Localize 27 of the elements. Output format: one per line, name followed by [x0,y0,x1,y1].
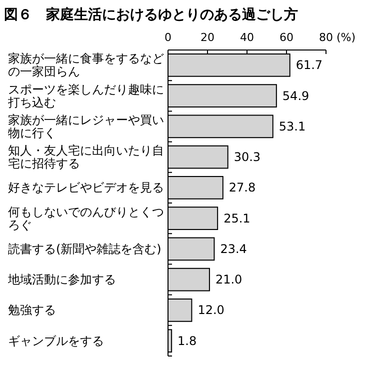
y-tick-label: 地域活動に参加する [7,272,116,287]
y-tick-label: 家族が一緒にレジャーや買い物に行く [8,112,164,140]
x-tick-label: 40 [240,31,254,44]
x-tick-label: 20 [200,31,214,44]
x-tick-label: 60 [280,31,294,44]
y-tick-label: スポーツを楽しんだり趣味に打ち込む [7,82,164,110]
data-label: 23.4 [220,242,247,256]
y-tick-label: 何もしないでのんびりとくつろぐ [8,204,164,232]
data-label: 27.8 [228,180,256,195]
y-tick-label: 知人・友人宅に出向いたり自宅に招待する [8,144,164,171]
data-label: 30.3 [234,150,261,164]
data-label: 21.0 [215,272,242,287]
x-tick-label: 0 [164,31,172,44]
x-tick-label: 80 [319,31,333,44]
data-label: 61.7 [296,58,323,72]
y-tick-label: 家族が一緒に食事をするなどの一家団らん [8,52,164,79]
data-label: 53.1 [278,119,306,134]
y-tick-label: 勉強する [8,303,56,318]
y-tick-label: 好きなテレビやビデオを見る [8,180,164,195]
x-axis-title: (%) [336,31,356,44]
data-label: 25.1 [224,211,250,226]
data-label: 1.8 [178,334,197,348]
y-tick-label: ギャンブルをする [8,334,104,348]
data-label: 54.9 [282,88,310,103]
chart-title: 図６ 家庭生活におけるゆとりのある過ごし方 [4,6,298,23]
y-tick-label: 読書する(新聞や雑誌を含む) [8,242,162,256]
data-label: 12.0 [198,303,224,318]
